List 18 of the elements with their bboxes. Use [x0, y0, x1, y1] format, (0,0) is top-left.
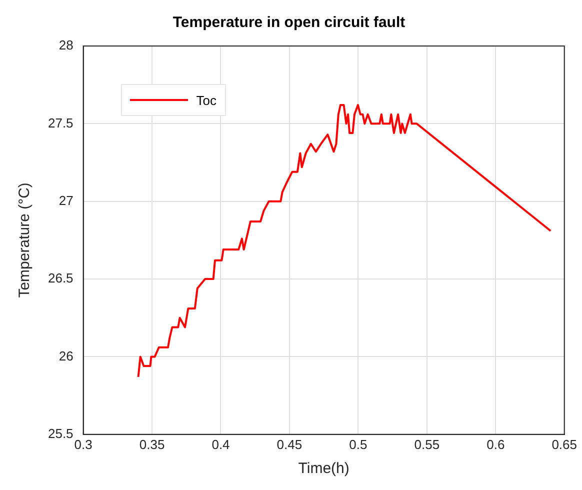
y-axis-title: Temperature (°C): [16, 182, 34, 298]
x-tick-label: 0.55: [414, 436, 440, 452]
x-tick-label: 0.65: [552, 436, 578, 452]
x-tick-label: 0.35: [139, 436, 165, 452]
x-axis-title: Time(h): [298, 460, 350, 478]
legend-label: Toc: [196, 92, 217, 108]
chart-title: Temperature in open circuit fault: [172, 14, 406, 32]
y-tick-label: 26.5: [48, 270, 74, 286]
y-tick-label: 25.5: [48, 426, 74, 441]
y-tick-label: 27: [58, 192, 74, 208]
y-tick-label: 28: [58, 38, 74, 53]
x-tick-label: 0.3: [74, 436, 92, 452]
x-tick-label: 0.45: [276, 436, 302, 452]
x-tick-label: 0.6: [486, 436, 505, 452]
x-tick-label: 0.4: [212, 436, 230, 452]
y-tick-label: 27.5: [48, 115, 74, 130]
x-tick-label: 0.5: [349, 436, 368, 452]
y-tick-label: 26: [58, 348, 74, 364]
